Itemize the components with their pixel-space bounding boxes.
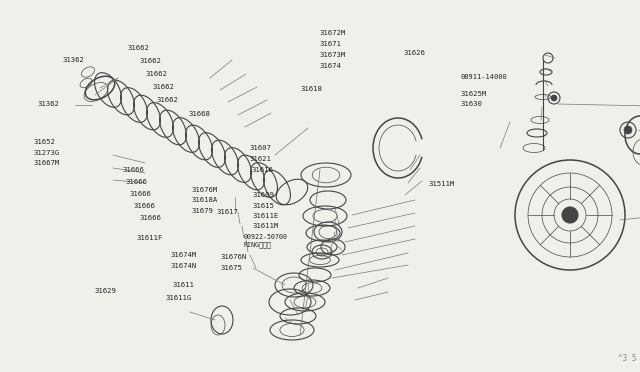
Text: 00922-50700: 00922-50700 [244, 234, 288, 240]
Text: 31662: 31662 [152, 84, 174, 90]
Text: 31666: 31666 [133, 203, 155, 209]
Text: 31611: 31611 [173, 282, 195, 288]
Text: 31679: 31679 [192, 208, 214, 214]
Text: 31362: 31362 [63, 57, 84, 62]
Text: 31609: 31609 [252, 192, 274, 198]
Text: 08911-14000: 08911-14000 [461, 74, 508, 80]
Text: 31607: 31607 [250, 145, 271, 151]
Text: 31621: 31621 [250, 156, 271, 162]
Text: RINGリング: RINGリング [244, 241, 272, 248]
Circle shape [551, 95, 557, 101]
Text: 31362: 31362 [37, 101, 59, 107]
Text: 31618A: 31618A [192, 197, 218, 203]
Text: 31666: 31666 [125, 179, 147, 185]
Text: 31673M: 31673M [320, 52, 346, 58]
Text: 31611G: 31611G [165, 295, 191, 301]
Text: 31662: 31662 [146, 71, 168, 77]
Text: 31674N: 31674N [171, 263, 197, 269]
Text: 31674M: 31674M [171, 252, 197, 258]
Text: 31630: 31630 [461, 101, 483, 107]
Text: 31618: 31618 [301, 86, 323, 92]
Text: 31611M: 31611M [252, 223, 278, 229]
Text: 31662: 31662 [128, 45, 150, 51]
Text: 31511M: 31511M [429, 181, 455, 187]
Text: 31667M: 31667M [33, 160, 60, 166]
Text: 31625M: 31625M [461, 91, 487, 97]
Text: 31675: 31675 [221, 265, 243, 271]
Text: 31666: 31666 [123, 167, 145, 173]
Text: 31273G: 31273G [33, 150, 60, 155]
Text: 31672M: 31672M [320, 30, 346, 36]
Text: 31666: 31666 [140, 215, 161, 221]
Text: 31652: 31652 [33, 139, 55, 145]
Text: 31671: 31671 [320, 41, 342, 47]
Text: ^3 5 /0037: ^3 5 /0037 [618, 353, 640, 362]
Text: 31674: 31674 [320, 63, 342, 69]
Circle shape [562, 207, 578, 223]
Text: 31616: 31616 [252, 167, 273, 173]
Text: 31662: 31662 [140, 58, 161, 64]
Text: 31676N: 31676N [221, 254, 247, 260]
Text: 31615: 31615 [252, 203, 274, 209]
Text: 31611F: 31611F [137, 235, 163, 241]
Text: 31676M: 31676M [192, 187, 218, 193]
Text: 31629: 31629 [95, 288, 116, 294]
Circle shape [624, 126, 632, 134]
Text: 31666: 31666 [129, 191, 151, 197]
Text: 31662: 31662 [156, 97, 178, 103]
Text: 31668: 31668 [189, 111, 211, 117]
Text: 31611E: 31611E [252, 213, 278, 219]
Text: 31626: 31626 [403, 50, 425, 56]
Text: 31617: 31617 [216, 209, 238, 215]
